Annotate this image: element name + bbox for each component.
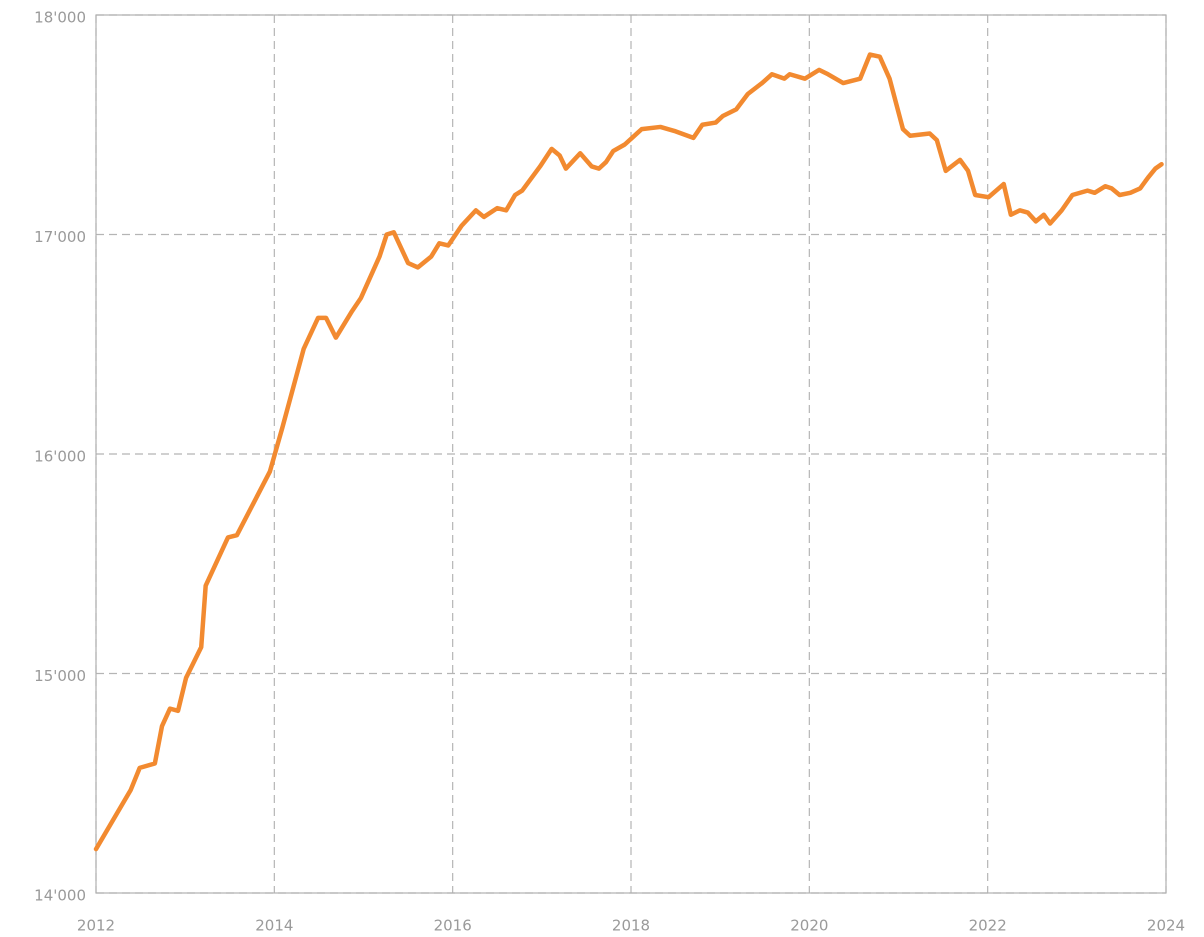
y-tick-label: 17'000 (34, 228, 86, 246)
x-tick-label: 2018 (612, 917, 650, 935)
x-tick-label: 2016 (434, 917, 472, 935)
x-tick-label: 2022 (969, 917, 1007, 935)
x-tick-label: 2014 (255, 917, 293, 935)
x-tick-label: 2020 (790, 917, 828, 935)
x-tick-label: 2012 (77, 917, 115, 935)
x-tick-label: 2024 (1147, 917, 1185, 935)
y-tick-label: 16'000 (34, 448, 86, 466)
y-tick-label: 14'000 (34, 887, 86, 905)
y-tick-label: 18'000 (34, 9, 86, 27)
y-tick-label: 15'000 (34, 667, 86, 685)
plot-frame (95, 14, 1167, 894)
series-line (93, 52, 1164, 852)
